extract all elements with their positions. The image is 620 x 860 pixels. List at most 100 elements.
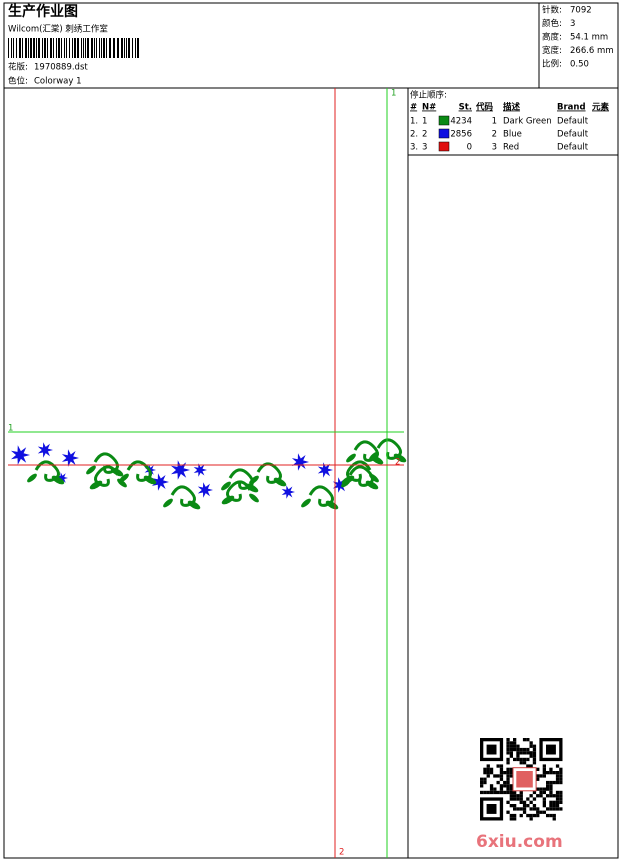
qr-finder <box>486 744 497 755</box>
qr-cell <box>529 754 533 758</box>
qr-cell <box>552 780 556 785</box>
color-swatch <box>438 115 450 126</box>
qr-cell <box>522 804 527 808</box>
qr-cell <box>559 800 563 804</box>
qr-cell <box>509 767 513 771</box>
bar <box>132 38 133 58</box>
qr-cell <box>536 767 540 771</box>
green-leaf <box>249 493 259 503</box>
bar <box>128 38 130 58</box>
green-leaf <box>341 478 351 488</box>
qr-cell <box>555 804 560 808</box>
green-leaf <box>393 453 407 463</box>
qr-cell <box>549 807 553 811</box>
stat-label: 宽度: <box>542 45 562 56</box>
qr-cell <box>519 797 523 801</box>
qr-cell <box>539 810 543 814</box>
stat-value: 54.1 mm <box>570 33 608 43</box>
needle: 3 <box>422 143 427 153</box>
qr-cell <box>516 744 520 748</box>
qr-cell <box>506 767 510 771</box>
row-index: 3. <box>410 143 418 153</box>
qr-cell <box>499 784 504 788</box>
colorway-label: 色位: <box>8 76 28 87</box>
qr-cell <box>486 764 490 768</box>
qr-cell <box>503 790 507 795</box>
qr-cell <box>549 790 553 795</box>
qr-cell <box>546 813 550 818</box>
green-leaf <box>143 475 157 485</box>
qr-cell <box>506 741 510 745</box>
code: 2 <box>492 130 497 140</box>
qr-finder <box>486 804 497 814</box>
title: 生产作业图 <box>8 3 78 20</box>
bar <box>101 38 102 58</box>
qr-logo <box>516 771 533 788</box>
qr-cell <box>549 780 553 785</box>
bar <box>126 38 127 58</box>
qr-cell <box>509 797 513 801</box>
qr-cell <box>549 771 553 775</box>
bar <box>53 38 54 58</box>
bar <box>106 38 107 58</box>
bar <box>33 38 35 58</box>
bar <box>38 38 40 58</box>
qr-cell <box>506 780 510 785</box>
green-vine <box>126 460 152 482</box>
green-leaf <box>51 475 65 485</box>
qr-cell <box>506 761 510 765</box>
qr-cell <box>549 784 553 788</box>
qr-cell <box>513 807 517 811</box>
qr-cell <box>529 800 533 804</box>
qr-cell <box>536 813 540 818</box>
green-leaf <box>249 475 259 485</box>
bar <box>44 38 46 58</box>
qr-cell <box>509 784 513 788</box>
qr-cell <box>519 794 523 798</box>
qr-cell <box>522 747 527 752</box>
brand: Default <box>557 117 589 127</box>
bar <box>77 38 79 58</box>
qr-cell <box>529 807 533 811</box>
design-area <box>11 438 407 510</box>
qr-cell <box>555 771 560 775</box>
qr-cell <box>509 751 513 755</box>
qr-cell <box>532 744 537 748</box>
qr-cell <box>506 790 510 795</box>
qr-cell <box>536 787 540 791</box>
bar <box>72 38 73 58</box>
guide-label: 2 <box>339 848 344 858</box>
column-header: 元素 <box>592 102 610 113</box>
qr-cell <box>536 774 540 778</box>
qr-cell <box>522 810 527 814</box>
green-leaf <box>221 495 235 505</box>
stat-value: 3 <box>570 19 575 29</box>
qr-cell <box>516 751 520 755</box>
bar <box>47 38 48 58</box>
bar <box>74 38 76 58</box>
qr-cell <box>542 767 546 771</box>
blue-motif <box>42 447 48 453</box>
qr-cell <box>519 800 523 804</box>
bar <box>135 38 136 58</box>
qr-cell <box>499 777 504 781</box>
qr-cell <box>480 784 484 788</box>
qr-cell <box>509 787 513 791</box>
qr-cell <box>549 804 553 808</box>
qr-cell <box>539 787 543 791</box>
qr-cell <box>542 800 546 804</box>
qr-cell <box>559 790 563 795</box>
green-leaf <box>365 480 379 490</box>
green-leaf <box>346 453 356 463</box>
stat-value: 0.50 <box>570 60 589 70</box>
color-swatch <box>438 128 450 139</box>
green-vine <box>348 465 374 487</box>
qr-cell <box>529 764 533 768</box>
green-leaf <box>273 477 287 487</box>
column-header: Brand <box>557 103 586 113</box>
bar <box>56 38 57 58</box>
qr-cell <box>539 794 543 798</box>
table-title: 停止顺序: <box>410 90 447 101</box>
bar <box>91 38 93 58</box>
qr-cell <box>506 744 510 748</box>
